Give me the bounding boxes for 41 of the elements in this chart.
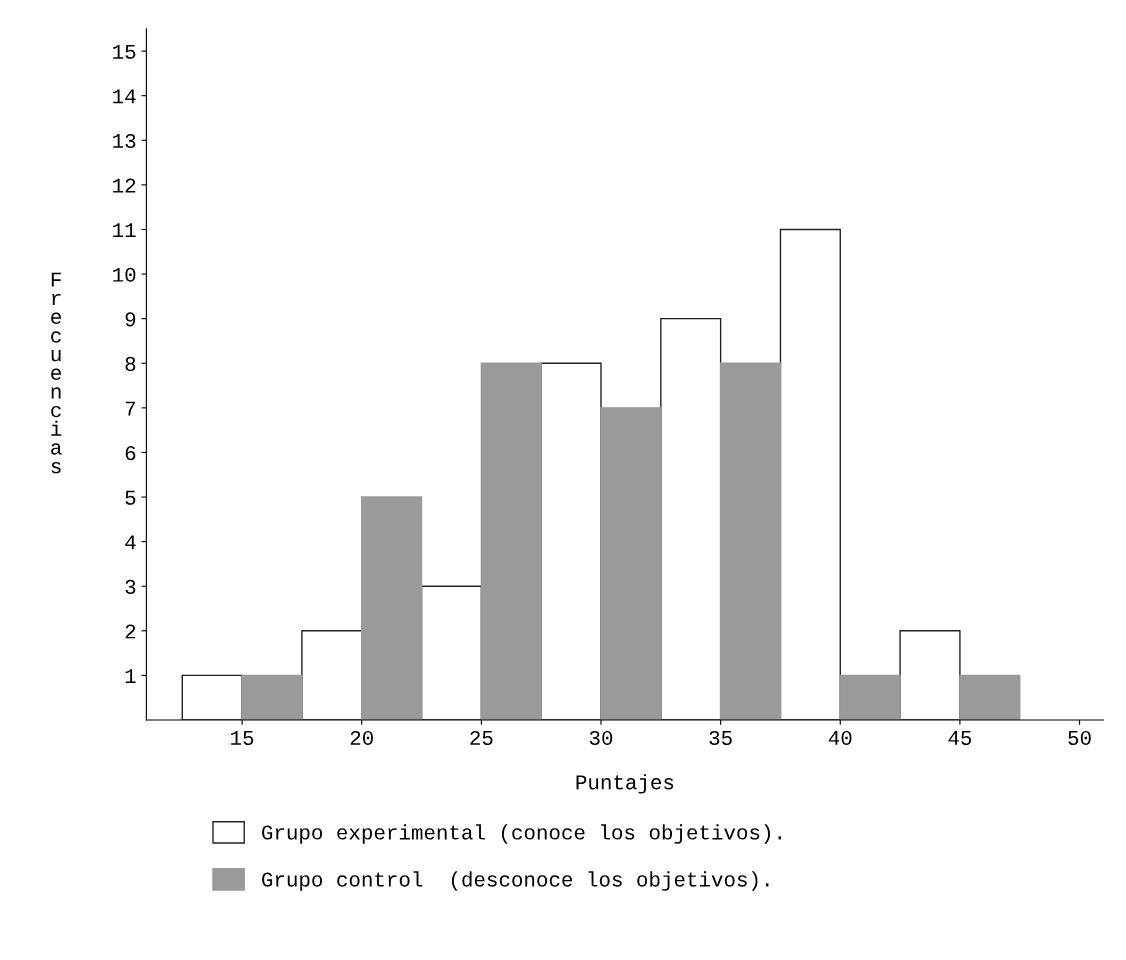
bar [301, 630, 363, 720]
bar [181, 674, 243, 720]
y-tick-label: 10 [113, 267, 136, 282]
y-tick-label: 9 [125, 312, 136, 327]
bar [779, 228, 841, 720]
bar [719, 362, 782, 720]
y-tick-label: 12 [113, 178, 136, 193]
bar [540, 362, 602, 720]
bar [899, 630, 961, 720]
y-tick-label: 6 [125, 446, 136, 461]
y-tick-label: 8 [125, 356, 136, 372]
y-tick-label: 7 [125, 401, 136, 416]
x-tick-label: 45 [948, 731, 972, 746]
x-axis-title: Puntajes [576, 774, 674, 794]
y-tick-label: 14 [113, 89, 136, 104]
x-tick-label: 35 [709, 730, 732, 746]
bar [480, 362, 542, 720]
bar [420, 585, 483, 720]
y-tick-label: 1 [125, 669, 136, 683]
y-tick-label: 5 [125, 490, 136, 505]
bar [241, 674, 303, 720]
text: Frecuencias [51, 272, 62, 474]
y-tick-label: 11 [113, 223, 136, 238]
x-tick-label: 25 [470, 730, 493, 746]
bar [959, 674, 1021, 720]
y-tick-label: 4 [125, 535, 136, 550]
bar [361, 496, 423, 720]
bar [600, 407, 662, 720]
y-tick-label: 2 [125, 624, 136, 639]
y-tick-label: 3 [125, 579, 136, 594]
x-tick-label: 30 [589, 730, 613, 746]
y-tick-label: 15 [113, 44, 136, 59]
x-tick-label: 15 [231, 731, 254, 746]
bar [660, 317, 722, 720]
y-tick-label: 13 [113, 133, 136, 149]
bar [839, 674, 901, 720]
x-tick-label: 40 [828, 730, 852, 746]
x-tick-label: 50 [1068, 730, 1091, 746]
x-tick-label: 20 [350, 730, 373, 746]
legend-label: Grupo control (desconoce los objetivos). [262, 871, 769, 891]
legend-label: Grupo experimental (conoce los objetivos). [262, 824, 781, 844]
